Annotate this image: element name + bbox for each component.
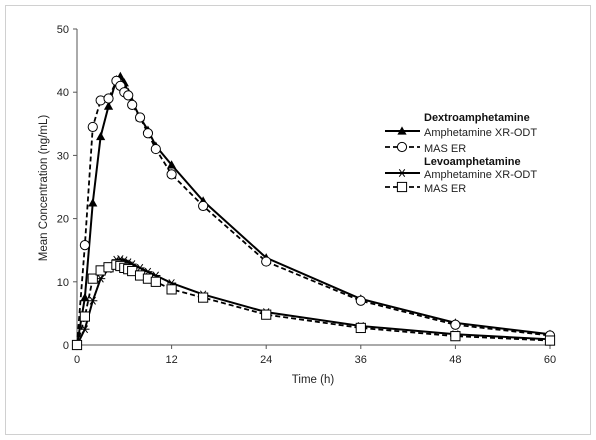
series-2 — [72, 255, 555, 349]
data-point — [355, 322, 366, 334]
legend: Dextroamphetamine Amphetamine XR-ODT MAS… — [385, 112, 537, 195]
asterisk-stroke — [81, 325, 89, 334]
y-axis-title: Mean Concentration (ng/mL) — [38, 115, 50, 262]
y-tick-label: 30 — [57, 150, 69, 162]
legend-label-levo-mas-er: MAS ER — [424, 183, 466, 195]
asterisk-stroke — [398, 169, 406, 177]
legend-label-levo-xr-odt: Amphetamine XR-ODT — [424, 169, 537, 181]
legend-entry-levo-mas-er — [385, 181, 420, 193]
y-tick-label: 10 — [57, 277, 69, 289]
data-point — [166, 169, 177, 180]
legend-marker — [397, 169, 407, 177]
y-tick-label: 20 — [57, 214, 69, 226]
data-point — [166, 284, 177, 295]
legend-entry-levo-xr-odt — [385, 169, 420, 177]
data-point — [71, 339, 83, 351]
data-point — [79, 311, 90, 322]
data-point — [450, 331, 461, 342]
data-point — [123, 90, 134, 101]
data-point — [134, 112, 146, 123]
data-point — [79, 240, 90, 251]
x-tick-label: 12 — [165, 354, 177, 366]
x-ticks: 0 12 24 36 48 60 — [74, 345, 556, 366]
legend-entry-dextro-xr-odt — [385, 126, 420, 135]
legend-marker — [397, 126, 407, 135]
x-tick-label: 24 — [260, 354, 272, 366]
data-point — [96, 131, 106, 141]
series-3 — [71, 259, 556, 351]
x-tick-label: 0 — [74, 354, 80, 366]
data-point — [80, 293, 90, 302]
data-point — [103, 101, 114, 110]
data-point — [142, 128, 154, 139]
data-point — [198, 292, 209, 303]
y-ticks: 0 10 20 30 40 50 — [57, 24, 77, 352]
y-tick-label: 0 — [63, 340, 69, 352]
data-point — [150, 143, 161, 155]
data-point — [450, 319, 461, 330]
legend-marker — [396, 141, 408, 153]
data-point — [261, 309, 272, 320]
x-axis-title: Time (h) — [292, 374, 335, 386]
legend-group-heading-dextro: Dextroamphetamine — [424, 112, 530, 124]
data-point — [198, 200, 209, 212]
data-point — [88, 198, 98, 207]
data-point — [150, 276, 161, 287]
data-point — [87, 121, 98, 133]
legend-group-heading-levo: Levoamphetamine — [424, 156, 521, 168]
legend-label-dextro-mas-er: MAS ER — [424, 143, 466, 155]
data-point — [167, 160, 177, 169]
y-tick-label: 40 — [57, 87, 69, 99]
y-tick-label: 50 — [57, 24, 69, 36]
legend-marker — [396, 181, 408, 193]
asterisk-stroke — [136, 263, 144, 272]
legend-label-dextro-xr-odt: Amphetamine XR-ODT — [424, 127, 537, 139]
asterisk-stroke — [97, 274, 104, 283]
data-point — [88, 296, 98, 305]
series-layer — [71, 71, 556, 351]
data-point — [544, 335, 556, 346]
data-point — [103, 93, 114, 104]
asterisk-stroke — [89, 296, 96, 305]
data-point — [127, 99, 138, 110]
x-tick-label: 60 — [544, 354, 556, 366]
axes — [76, 29, 550, 346]
data-point — [355, 295, 366, 306]
data-point — [87, 273, 98, 284]
legend-entry-dextro-mas-er — [385, 141, 420, 153]
data-point — [261, 256, 272, 267]
chart-frame — [5, 5, 591, 435]
x-tick-label: 36 — [355, 354, 367, 366]
x-tick-label: 48 — [449, 354, 461, 366]
